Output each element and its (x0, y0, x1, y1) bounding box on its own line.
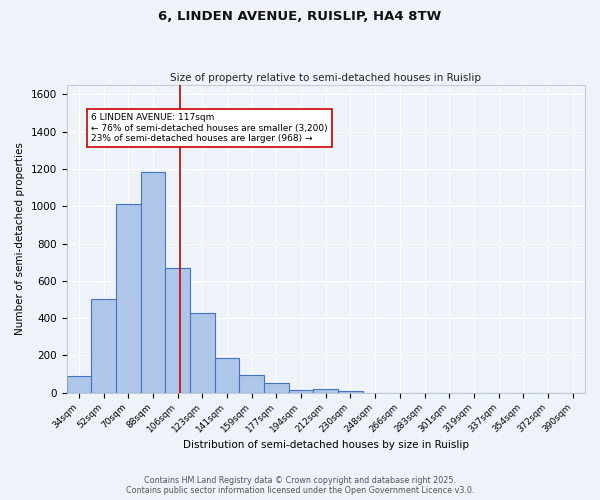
Bar (239, 374, 264, 392)
Bar (67, 376, 91, 392)
Bar (338, 391, 363, 392)
Bar (140, 172, 165, 392)
Bar (215, 358, 239, 392)
Y-axis label: Number of semi-detached properties: Number of semi-detached properties (15, 142, 25, 336)
Bar (264, 383, 289, 392)
Text: 6, LINDEN AVENUE, RUISLIP, HA4 8TW: 6, LINDEN AVENUE, RUISLIP, HA4 8TW (158, 10, 442, 23)
X-axis label: Distribution of semi-detached houses by size in Ruislip: Distribution of semi-detached houses by … (183, 440, 469, 450)
Bar (116, 204, 140, 392)
Bar (313, 389, 338, 392)
Bar (91, 300, 116, 392)
Bar (165, 268, 190, 392)
Text: Contains HM Land Registry data © Crown copyright and database right 2025.
Contai: Contains HM Land Registry data © Crown c… (126, 476, 474, 495)
Title: Size of property relative to semi-detached houses in Ruislip: Size of property relative to semi-detach… (170, 73, 481, 83)
Text: 6 LINDEN AVENUE: 117sqm
← 76% of semi-detached houses are smaller (3,200)
23% of: 6 LINDEN AVENUE: 117sqm ← 76% of semi-de… (91, 113, 328, 143)
Bar (190, 312, 215, 392)
Bar (289, 390, 313, 392)
